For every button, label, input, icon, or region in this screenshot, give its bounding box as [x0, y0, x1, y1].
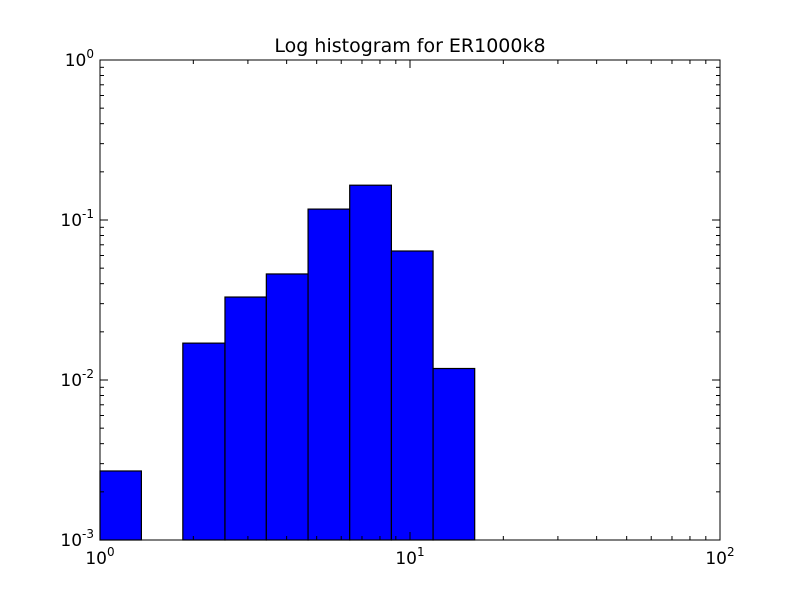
- plot-frame: [99, 59, 721, 541]
- minor-ticks-group: [100, 60, 720, 540]
- x-tick-labels: 100 101 102: [85, 545, 734, 569]
- y-tick-labels: 100 10-1 10-2 10-3: [60, 47, 94, 551]
- histogram-bar-6: [349, 184, 393, 541]
- x-tick-label-2: 102: [705, 545, 734, 569]
- y-tick-label-3: 10-3: [60, 527, 94, 551]
- y-tick-label-2: 10-2: [60, 367, 94, 391]
- y-tick-label-1: 10-1: [60, 207, 94, 231]
- x-tick-label-0: 100: [85, 545, 114, 569]
- histogram-bar-8: [432, 367, 476, 541]
- chart-title: Log histogram for ER1000k8: [274, 35, 545, 57]
- histogram-bar-0: [99, 470, 142, 541]
- histogram-bar-5: [307, 208, 351, 541]
- x-tick-label-1: 101: [395, 545, 424, 569]
- bars-group: [99, 184, 476, 541]
- histogram-bar-7: [390, 250, 434, 541]
- y-tick-label-0: 100: [65, 47, 94, 71]
- histogram-bar-2: [182, 342, 226, 541]
- histogram-bar-4: [265, 273, 309, 541]
- histogram-bar-3: [224, 296, 267, 541]
